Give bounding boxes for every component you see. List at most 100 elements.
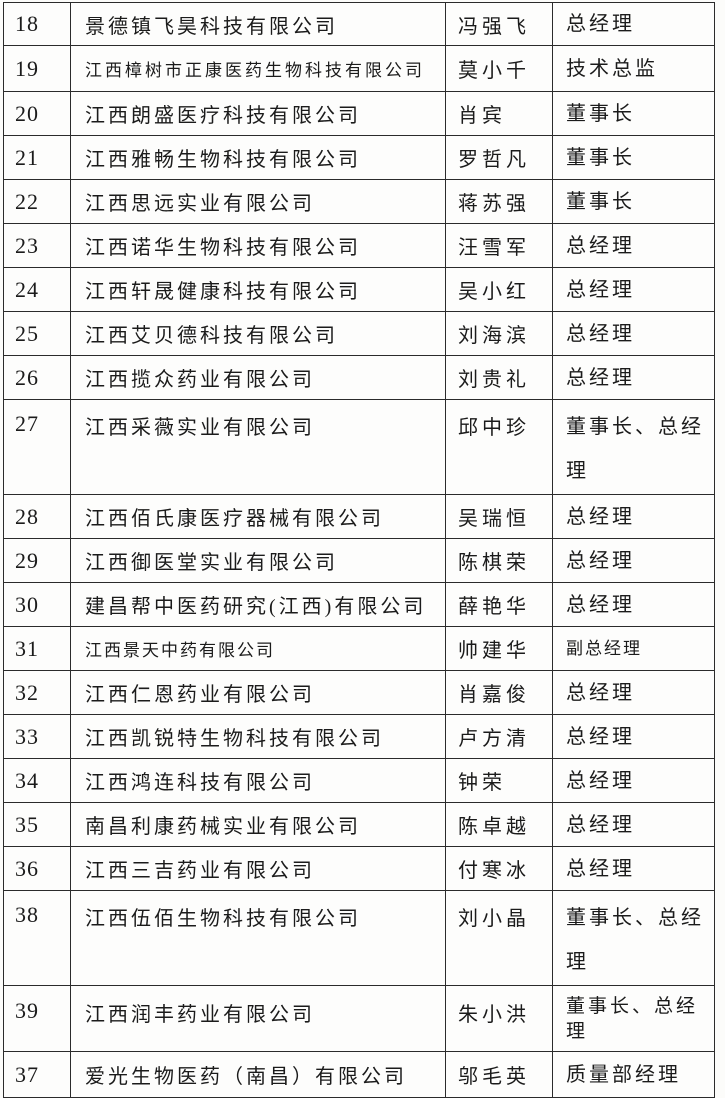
person-name-cell: 邬毛英 [445, 1051, 553, 1098]
person-name-cell: 邱中珍 [445, 399, 553, 495]
person-name-cell: 帅建华 [445, 626, 553, 671]
row-number-cell: 31 [3, 626, 71, 671]
company-name-cell: 江西揽众药业有限公司 [70, 355, 446, 400]
job-title-cell: 董事长、总经理 [552, 890, 715, 986]
row-number-cell: 19 [3, 45, 71, 92]
table-row: 24 江西轩晟健康科技有限公司 吴小红 总经理 [3, 267, 715, 312]
job-title-cell: 总经理 [552, 670, 715, 715]
company-name-cell: 江西轩晟健康科技有限公司 [70, 267, 446, 312]
table-row: 36 江西三吉药业有限公司 付寒冰 总经理 [3, 846, 715, 891]
table-row: 27 江西采薇实业有限公司 邱中珍 董事长、总经理 [3, 399, 715, 495]
row-number-cell: 28 [3, 494, 71, 539]
row-number-cell: 34 [3, 758, 71, 803]
person-name-cell: 冯强飞 [445, 2, 553, 46]
job-title-cell: 董事长 [552, 135, 715, 180]
person-name-cell: 陈卓越 [445, 802, 553, 847]
job-title-cell: 董事长、总经理 [552, 399, 715, 495]
company-name-cell: 建昌帮中医药研究(江西)有限公司 [70, 582, 446, 627]
company-name-cell: 江西凯锐特生物科技有限公司 [70, 714, 446, 759]
job-title-cell: 总经理 [552, 758, 715, 803]
job-title-cell: 董事长 [552, 91, 715, 136]
company-name-cell: 景德镇飞昊科技有限公司 [70, 2, 446, 46]
row-number-cell: 26 [3, 355, 71, 400]
table-row: 38 江西伍佰生物科技有限公司 刘小晶 董事长、总经理 [3, 890, 715, 986]
company-name-cell: 江西景天中药有限公司 [70, 626, 446, 671]
company-name-cell: 江西仁恩药业有限公司 [70, 670, 446, 715]
person-name-cell: 肖宾 [445, 91, 553, 136]
row-number-cell: 27 [3, 399, 71, 495]
table-row: 31 江西景天中药有限公司 帅建华 副总经理 [3, 626, 715, 671]
job-title-cell: 董事长、总经理 [552, 985, 715, 1052]
company-name-cell: 江西鸿连科技有限公司 [70, 758, 446, 803]
row-number-cell: 37 [3, 1051, 71, 1098]
job-title-cell: 总经理 [552, 2, 715, 46]
table-row: 25 江西艾贝德科技有限公司 刘海滨 总经理 [3, 311, 715, 356]
person-name-cell: 莫小千 [445, 45, 553, 92]
table-row: 33 江西凯锐特生物科技有限公司 卢方清 总经理 [3, 714, 715, 759]
person-name-cell: 钟荣 [445, 758, 553, 803]
table-row: 35 南昌利康药械实业有限公司 陈卓越 总经理 [3, 802, 715, 847]
table-row: 32 江西仁恩药业有限公司 肖嘉俊 总经理 [3, 670, 715, 715]
job-title-cell: 总经理 [552, 582, 715, 627]
roster-table-body: 18 景德镇飞昊科技有限公司 冯强飞 总经理 19 江西樟树市正康医药生物科技有… [3, 2, 715, 1098]
table-row: 37 爱光生物医药（南昌）有限公司 邬毛英 质量部经理 [3, 1051, 715, 1098]
table-row: 19 江西樟树市正康医药生物科技有限公司 莫小千 技术总监 [3, 45, 715, 92]
table-row: 34 江西鸿连科技有限公司 钟荣 总经理 [3, 758, 715, 803]
table-row: 39 江西润丰药业有限公司 朱小洪 董事长、总经理 [3, 985, 715, 1052]
table-row: 26 江西揽众药业有限公司 刘贵礼 总经理 [3, 355, 715, 400]
table-row: 23 江西诺华生物科技有限公司 汪雪军 总经理 [3, 223, 715, 268]
person-name-cell: 罗哲凡 [445, 135, 553, 180]
company-name-cell: 江西诺华生物科技有限公司 [70, 223, 446, 268]
table-row: 21 江西雅畅生物科技有限公司 罗哲凡 董事长 [3, 135, 715, 180]
person-name-cell: 刘小晶 [445, 890, 553, 986]
person-name-cell: 陈棋荣 [445, 538, 553, 583]
company-name-cell: 江西樟树市正康医药生物科技有限公司 [70, 45, 446, 92]
person-name-cell: 肖嘉俊 [445, 670, 553, 715]
job-title-cell: 总经理 [552, 846, 715, 891]
job-title-cell: 总经理 [552, 267, 715, 312]
row-number-cell: 24 [3, 267, 71, 312]
row-number-cell: 25 [3, 311, 71, 356]
person-name-cell: 蒋苏强 [445, 179, 553, 224]
row-number-cell: 18 [3, 2, 71, 46]
row-number-cell: 39 [3, 985, 71, 1052]
row-number-cell: 20 [3, 91, 71, 136]
person-name-cell: 刘海滨 [445, 311, 553, 356]
job-title-cell: 质量部经理 [552, 1051, 715, 1098]
company-name-cell: 南昌利康药械实业有限公司 [70, 802, 446, 847]
company-name-cell: 江西伍佰生物科技有限公司 [70, 890, 446, 986]
job-title-cell: 总经理 [552, 223, 715, 268]
company-name-cell: 江西艾贝德科技有限公司 [70, 311, 446, 356]
person-name-cell: 付寒冰 [445, 846, 553, 891]
person-name-cell: 吴小红 [445, 267, 553, 312]
row-number-cell: 33 [3, 714, 71, 759]
job-title-cell: 总经理 [552, 494, 715, 539]
row-number-cell: 36 [3, 846, 71, 891]
table-row: 30 建昌帮中医药研究(江西)有限公司 薛艳华 总经理 [3, 582, 715, 627]
company-name-cell: 江西朗盛医疗科技有限公司 [70, 91, 446, 136]
person-name-cell: 薛艳华 [445, 582, 553, 627]
row-number-cell: 32 [3, 670, 71, 715]
row-number-cell: 22 [3, 179, 71, 224]
job-title-cell: 副总经理 [552, 626, 715, 671]
table-row: 18 景德镇飞昊科技有限公司 冯强飞 总经理 [3, 2, 715, 46]
company-name-cell: 爱光生物医药（南昌）有限公司 [70, 1051, 446, 1098]
company-name-cell: 江西思远实业有限公司 [70, 179, 446, 224]
row-number-cell: 38 [3, 890, 71, 986]
person-name-cell: 汪雪军 [445, 223, 553, 268]
person-name-cell: 吴瑞恒 [445, 494, 553, 539]
roster-table: 18 景德镇飞昊科技有限公司 冯强飞 总经理 19 江西樟树市正康医药生物科技有… [3, 2, 715, 1098]
row-number-cell: 21 [3, 135, 71, 180]
job-title-cell: 董事长 [552, 179, 715, 224]
job-title-cell: 总经理 [552, 538, 715, 583]
person-name-cell: 刘贵礼 [445, 355, 553, 400]
person-name-cell: 卢方清 [445, 714, 553, 759]
person-name-cell: 朱小洪 [445, 985, 553, 1052]
job-title-cell: 总经理 [552, 355, 715, 400]
job-title-cell: 总经理 [552, 311, 715, 356]
company-name-cell: 江西润丰药业有限公司 [70, 985, 446, 1052]
job-title-cell: 总经理 [552, 802, 715, 847]
job-title-cell: 技术总监 [552, 45, 715, 92]
